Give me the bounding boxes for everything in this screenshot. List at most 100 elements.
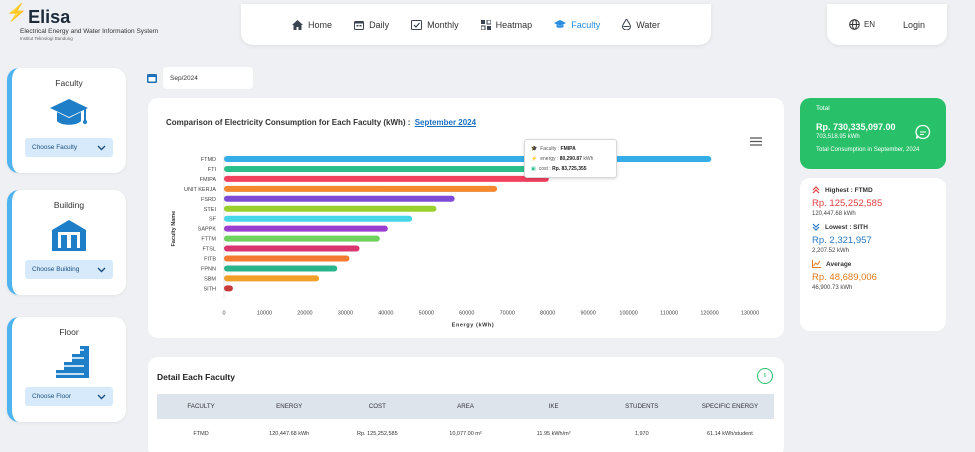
building-select[interactable]: Choose Building (25, 260, 113, 279)
institution-name: Institut Teknologi Bandung (20, 36, 73, 41)
login-button[interactable]: Login (903, 19, 926, 30)
tooltip-faculty-label: Faculty : (540, 146, 560, 152)
total-card: Total Rp. 730,335,097.00 703,518.95 kWh … (800, 98, 946, 169)
faculty-select[interactable]: Choose Faculty (25, 138, 113, 157)
faculty-mini-icon: 🎓 (531, 146, 538, 152)
nav-daily-label: Daily (369, 19, 390, 30)
x-axis-label: Energy (kWh) (452, 322, 495, 328)
y-tick-label: STEI (204, 207, 217, 213)
nav-daily[interactable]: Daily (354, 20, 389, 30)
app-subtitle: Electrical Energy and Water Information … (20, 28, 159, 35)
column-header[interactable]: FACULTY (187, 403, 215, 410)
x-tick-label: 80000 (540, 310, 555, 316)
table-header: FACULTY ENERGY COST AREA IKE STUDENTS SP… (157, 394, 774, 419)
bar[interactable] (224, 235, 380, 242)
total-caption: Total Consumption in September, 2024 (816, 147, 920, 153)
y-tick-label: FTI (208, 167, 217, 173)
lowest-label: Lowest : SITH (825, 223, 868, 231)
line-chart-icon (812, 260, 821, 268)
column-header[interactable]: STUDENTS (625, 403, 659, 410)
nav-water[interactable]: Water (622, 19, 660, 30)
chart-menu-icon[interactable] (750, 137, 762, 146)
table-cell: Rp. 125,252,585 (357, 431, 398, 437)
home-icon (292, 19, 304, 30)
month-filter-value[interactable]: Sep/2024 (163, 67, 253, 89)
y-tick-label: FTMD (201, 157, 216, 163)
detail-badge[interactable]: 6 (757, 368, 773, 384)
bar[interactable] (224, 195, 455, 202)
x-tick-label: 120000 (700, 310, 718, 316)
x-tick-label: 30000 (338, 310, 353, 316)
bar[interactable] (224, 265, 338, 272)
nav-home-label: Home (308, 19, 333, 30)
bar[interactable] (224, 245, 360, 252)
average-stat: Average Rp. 48,689,006 46,900.73 kWh (812, 260, 934, 291)
calendar-check-icon (411, 20, 423, 30)
x-tick-label: 100000 (619, 310, 637, 316)
bar[interactable] (224, 165, 587, 172)
nav-heatmap[interactable]: Heatmap (480, 19, 532, 30)
y-tick-label: FITB (204, 257, 216, 263)
chart-title: Comparison of Electricity Consumption fo… (166, 118, 476, 127)
y-tick-label: FPNN (201, 266, 216, 272)
average-cost: Rp. 48,689,006 (812, 272, 877, 283)
x-tick-label: 40000 (378, 310, 393, 316)
chart-title-prefix: Comparison of Electricity Consumption fo… (166, 118, 411, 127)
bar[interactable] (224, 285, 233, 292)
bar[interactable] (224, 185, 498, 192)
bar[interactable] (224, 275, 320, 282)
total-label: Total (816, 105, 830, 112)
money-icon: ▣ (531, 166, 536, 172)
calendar-icon (354, 20, 365, 30)
column-header[interactable]: SPECIFIC ENERGY (701, 403, 759, 410)
faculty-chart-card: Comparison of Electricity Consumption fo… (148, 98, 784, 338)
bar[interactable] (224, 175, 549, 182)
lightning-icon: ⚡ (531, 156, 538, 162)
total-cost: Rp. 730,335,097.00 (816, 122, 896, 132)
y-tick-label: SITH (203, 286, 216, 292)
language-selector[interactable]: EN (849, 19, 875, 30)
chat-bubble-icon (915, 124, 931, 140)
bar[interactable] (224, 255, 350, 262)
building-select-value: Choose Building (32, 266, 80, 273)
stats-card: Highest : FTMD Rp. 125,252,585 120,447.6… (800, 178, 946, 331)
highest-kwh: 120,447.68 kWh (812, 211, 856, 217)
water-drop-icon (622, 19, 632, 30)
nav-home[interactable]: Home (292, 19, 333, 30)
x-tick-label: 20000 (297, 310, 312, 316)
tooltip-energy-label: energy : (540, 156, 559, 162)
floor-select[interactable]: Choose Floor (25, 387, 113, 406)
highest-stat: Highest : FTMD Rp. 125,252,585 120,447.6… (812, 186, 934, 217)
chart-title-month[interactable]: September 2024 (414, 118, 477, 127)
column-header[interactable]: COST (368, 403, 386, 410)
lowest-cost: Rp. 2,321,957 (812, 235, 872, 246)
table-row: FTMD 120,447.68 kWh Rp. 125,252,585 10,0… (157, 426, 774, 442)
bar[interactable] (224, 215, 413, 222)
y-tick-label: UNIT KERJA (184, 187, 216, 193)
x-tick-label: 110000 (660, 310, 678, 316)
bar[interactable] (224, 156, 712, 162)
nav-faculty[interactable]: Faculty (554, 20, 600, 30)
floor-filter-card: Floor Choose Floor (7, 317, 126, 422)
double-chevron-down-icon (812, 223, 820, 231)
column-header[interactable]: ENERGY (276, 403, 303, 410)
bar[interactable] (224, 225, 388, 232)
table-cell: FTMD (193, 431, 209, 437)
month-filter[interactable]: Sep/2024 (147, 67, 255, 89)
app-logo[interactable]: ⚡ Elisa Electrical Energy and Water Info… (6, 4, 176, 42)
faculty-card-title: Faculty (55, 78, 83, 88)
double-chevron-up-icon (812, 186, 820, 194)
average-label: Average (826, 260, 852, 268)
highest-cost: Rp. 125,252,585 (812, 198, 883, 209)
column-header[interactable]: IKE (548, 403, 559, 410)
table-cell: 11.95 kWh/m² (536, 431, 571, 437)
column-header[interactable]: AREA (457, 403, 474, 410)
nav-monthly[interactable]: Monthly (411, 19, 459, 30)
language-label: EN (863, 20, 876, 29)
y-tick-label: FMIPA (200, 177, 217, 183)
x-tick-label: 60000 (459, 310, 474, 316)
header-actions: EN Login (827, 4, 947, 45)
table-cell: 10,077.00 m² (449, 431, 482, 437)
tooltip-cost: Rp. 83,725,355 (552, 166, 587, 172)
bar[interactable] (224, 205, 437, 212)
